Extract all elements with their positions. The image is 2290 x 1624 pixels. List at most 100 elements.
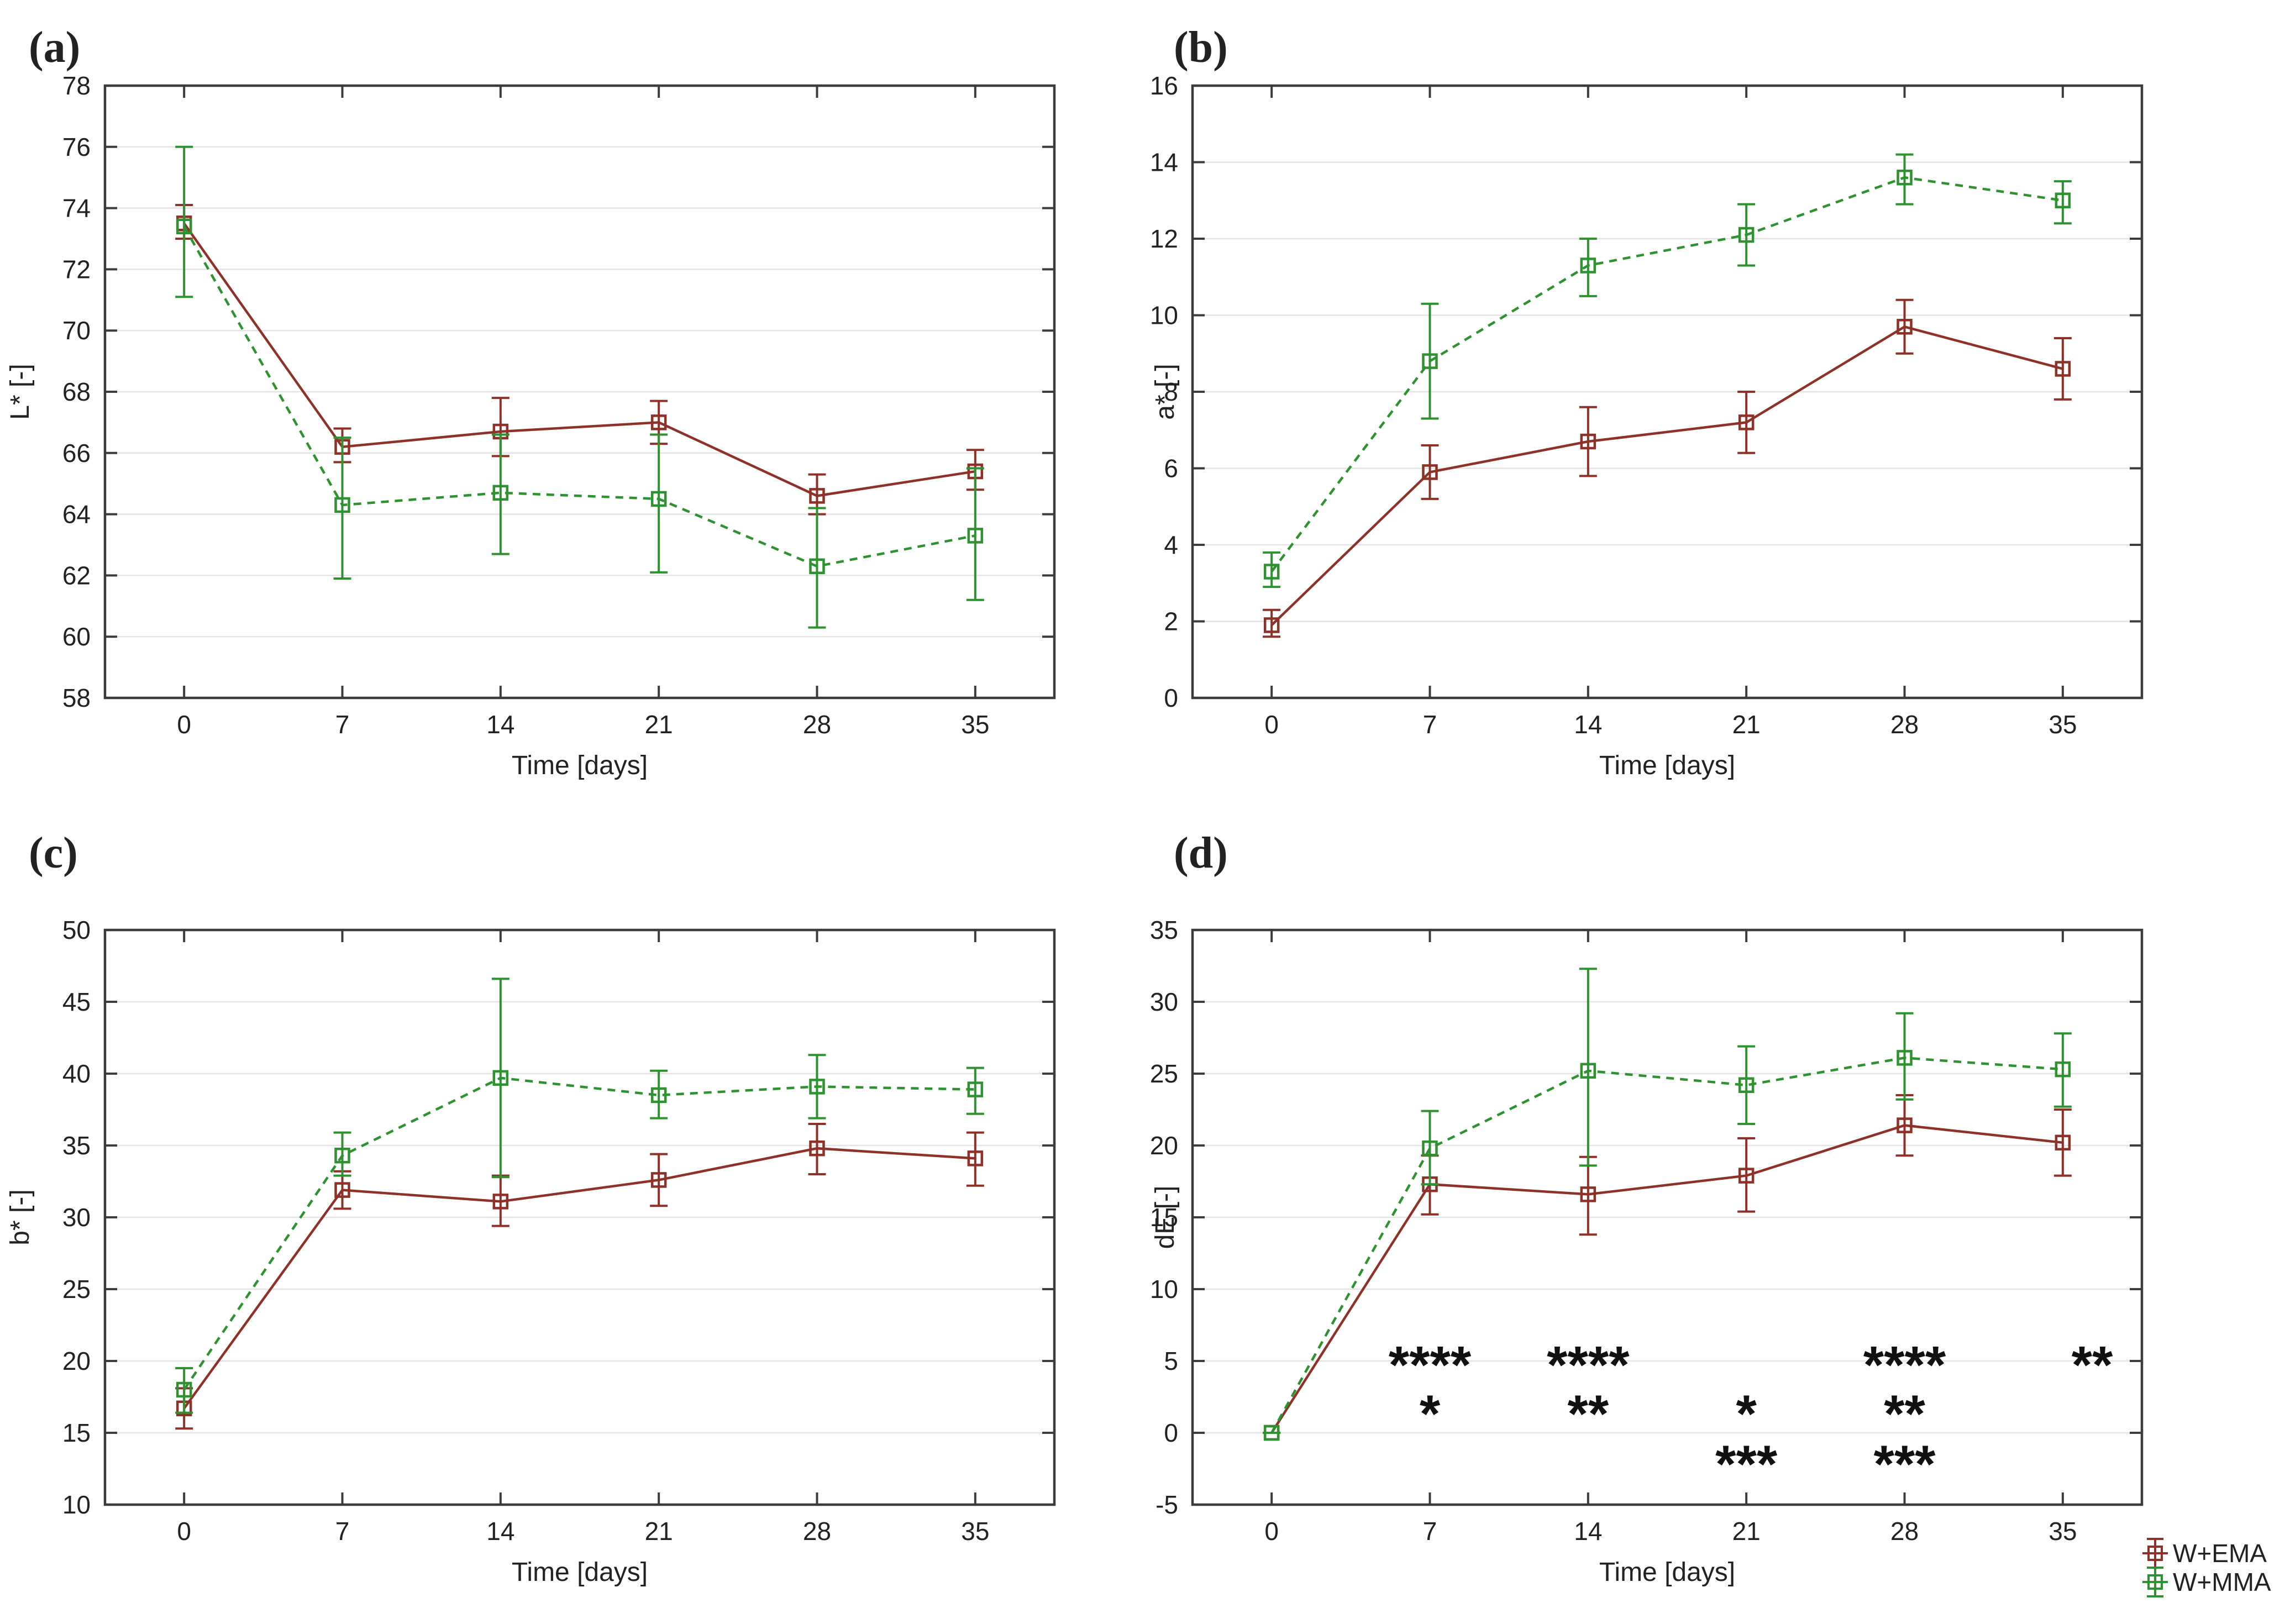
series-w-mma [1263, 968, 2072, 1441]
significance-asterisks: **** [1389, 1336, 1472, 1395]
data-point-marker [1263, 617, 1280, 633]
series-w-ema [175, 1123, 984, 1430]
y-tick-label: 20 [62, 1347, 91, 1375]
data-point-marker [1422, 1140, 1438, 1157]
data-point-marker [1580, 257, 1596, 274]
legend-label: W+MMA [2173, 1568, 2271, 1596]
data-point-marker [1897, 319, 1913, 335]
data-point-marker [1897, 169, 1913, 186]
data-point-marker [1580, 1063, 1596, 1079]
y-tick-label: 25 [62, 1275, 91, 1304]
x-tick-label: 28 [803, 710, 831, 739]
data-point-marker [492, 1194, 509, 1210]
x-axis-title: Time [days] [1599, 1558, 1735, 1587]
y-tick-label: 0 [1164, 1418, 1178, 1447]
panel-d-colordiff-chart: -5 0 5 10 15 20 25 30 35 0 7 14 21 28 35 Time [days] dE … [1150, 829, 2271, 1597]
x-tick-label: 35 [2049, 710, 2077, 739]
series-w-mma [175, 977, 984, 1414]
data-point-marker [1738, 227, 1755, 243]
data-point-marker [650, 414, 667, 430]
data-point-marker [809, 1079, 825, 1095]
y-tick-label: 20 [1150, 1131, 1178, 1160]
data-point-marker [334, 1147, 350, 1164]
legend-series-symbol [2142, 1567, 2168, 1597]
x-tick-label: 0 [1264, 710, 1279, 739]
data-point-marker [1580, 433, 1596, 450]
significance-asterisks: **** [1547, 1336, 1630, 1395]
y-tick-label: 72 [62, 255, 91, 283]
y-tick-label: 66 [62, 439, 91, 467]
x-tick-label: 21 [645, 1517, 673, 1546]
x-tick-label: 14 [486, 1517, 514, 1546]
y-tick-label: 35 [1150, 916, 1178, 944]
data-point-marker [176, 218, 192, 235]
data-point-marker [1738, 414, 1755, 430]
data-point-marker [1897, 1050, 1913, 1066]
data-point-marker [650, 1172, 667, 1188]
y-tick-label: 60 [62, 622, 91, 651]
y-tick-label: 2 [1164, 607, 1178, 636]
data-point-marker [334, 497, 350, 513]
x-tick-label: 0 [177, 710, 191, 739]
x-tick-label: 28 [803, 1517, 831, 1546]
data-point-marker [1422, 353, 1438, 369]
y-tick-label: 35 [62, 1131, 91, 1160]
y-tick-label: 78 [62, 71, 91, 100]
y-tick-label: 8 [1164, 377, 1178, 406]
series-w-ema [175, 204, 984, 516]
y-tick-label: 76 [62, 133, 91, 161]
data-point-marker [334, 1182, 350, 1198]
x-tick-label: 28 [1890, 710, 1919, 739]
significance-asterisks: *** [1715, 1434, 1778, 1494]
y-tick-label: 68 [62, 377, 91, 406]
y-tick-label: 6 [1164, 454, 1178, 483]
data-point-marker [1263, 564, 1280, 580]
y-tick-label: 30 [1150, 987, 1178, 1016]
y-tick-label: 4 [1164, 530, 1178, 559]
series-line [1270, 1057, 2063, 1434]
y-tick-label: 10 [1150, 1275, 1178, 1304]
data-point-marker [2055, 1134, 2071, 1151]
series-line [1270, 1124, 2063, 1434]
y-tick-label: -5 [1155, 1490, 1178, 1519]
significance-asterisks: * [1420, 1384, 1441, 1443]
y-axis-title: a* [-] [1151, 364, 1180, 419]
data-point-marker [492, 485, 509, 501]
series-w-mma [1263, 153, 2072, 588]
significance-asterisks: ** [1884, 1384, 1925, 1443]
y-tick-label: 50 [62, 916, 91, 944]
significance-asterisks: ** [2072, 1336, 2113, 1395]
data-point-marker [1738, 1077, 1755, 1094]
y-tick-label: 58 [62, 684, 91, 712]
x-tick-label: 35 [961, 710, 989, 739]
y-tick-label: 10 [1150, 301, 1178, 330]
y-tick-label: 15 [62, 1418, 91, 1447]
panel-letter: (c) [29, 829, 78, 877]
x-tick-label: 14 [486, 710, 514, 739]
significance-asterisks: **** [1863, 1336, 1946, 1395]
significance-asterisks: *** [1873, 1434, 1936, 1494]
data-point-marker [650, 1087, 667, 1103]
x-tick-label: 0 [1264, 1517, 1279, 1546]
panel-letter: (b) [1174, 23, 1228, 72]
data-point-marker [1422, 464, 1438, 480]
x-tick-label: 14 [1574, 1517, 1602, 1546]
series-w-ema [1263, 1094, 2072, 1441]
y-tick-label: 10 [62, 1490, 91, 1519]
data-point-marker [492, 1070, 509, 1086]
y-tick-label: 62 [62, 561, 91, 590]
series-line [183, 225, 976, 568]
legend-label: W+EMA [2173, 1539, 2267, 1568]
x-tick-label: 21 [1732, 1517, 1761, 1546]
x-tick-label: 21 [1732, 710, 1761, 739]
x-tick-label: 7 [335, 1517, 350, 1546]
data-point-marker [1738, 1168, 1755, 1184]
y-axis-title: L* [-] [6, 364, 35, 419]
data-point-marker [967, 528, 984, 544]
panel-b-redness-chart: 0 2 4 6 8 10 12 14 16 0 7 14 21 28 35 Time [days] a* [-]… [1150, 23, 2144, 780]
y-tick-label: 45 [62, 987, 91, 1016]
data-point-marker [967, 1081, 984, 1097]
data-point-marker [809, 558, 825, 575]
